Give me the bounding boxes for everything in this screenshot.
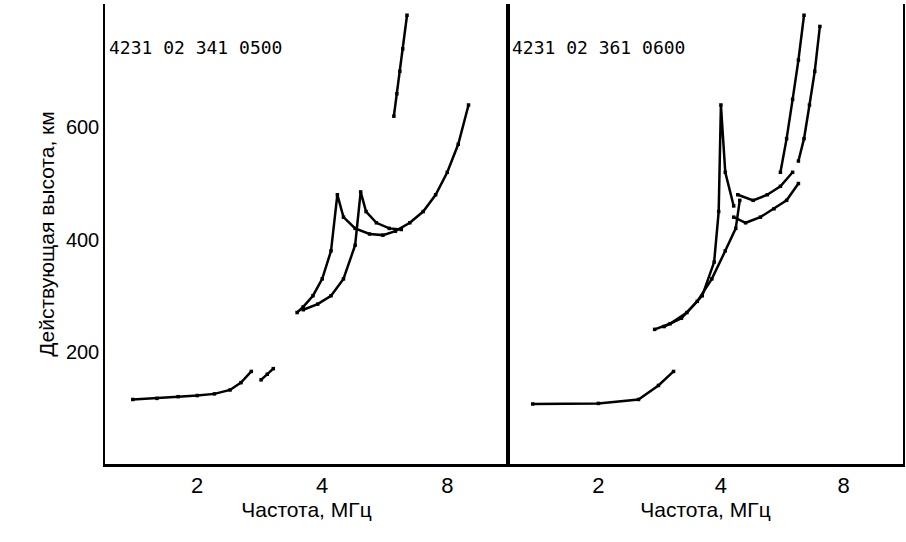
svg-text:600: 600 [66,116,99,138]
svg-text:4231 02 361 0600: 4231 02 361 0600 [512,37,685,58]
svg-text:Частота, МГц: Частота, МГц [640,498,770,521]
svg-text:8: 8 [441,473,453,498]
svg-text:Действующая высота, км: Действующая высота, км [35,111,58,356]
svg-text:4231 02 341 0500: 4231 02 341 0500 [109,37,282,58]
svg-text:400: 400 [66,229,99,251]
svg-text:2: 2 [191,473,203,498]
svg-text:Частота, МГц: Частота, МГц [241,498,371,521]
svg-text:4: 4 [715,473,727,498]
svg-text:8: 8 [837,473,849,498]
svg-text:2: 2 [592,473,604,498]
svg-text:200: 200 [66,341,99,363]
svg-text:4: 4 [316,473,328,498]
